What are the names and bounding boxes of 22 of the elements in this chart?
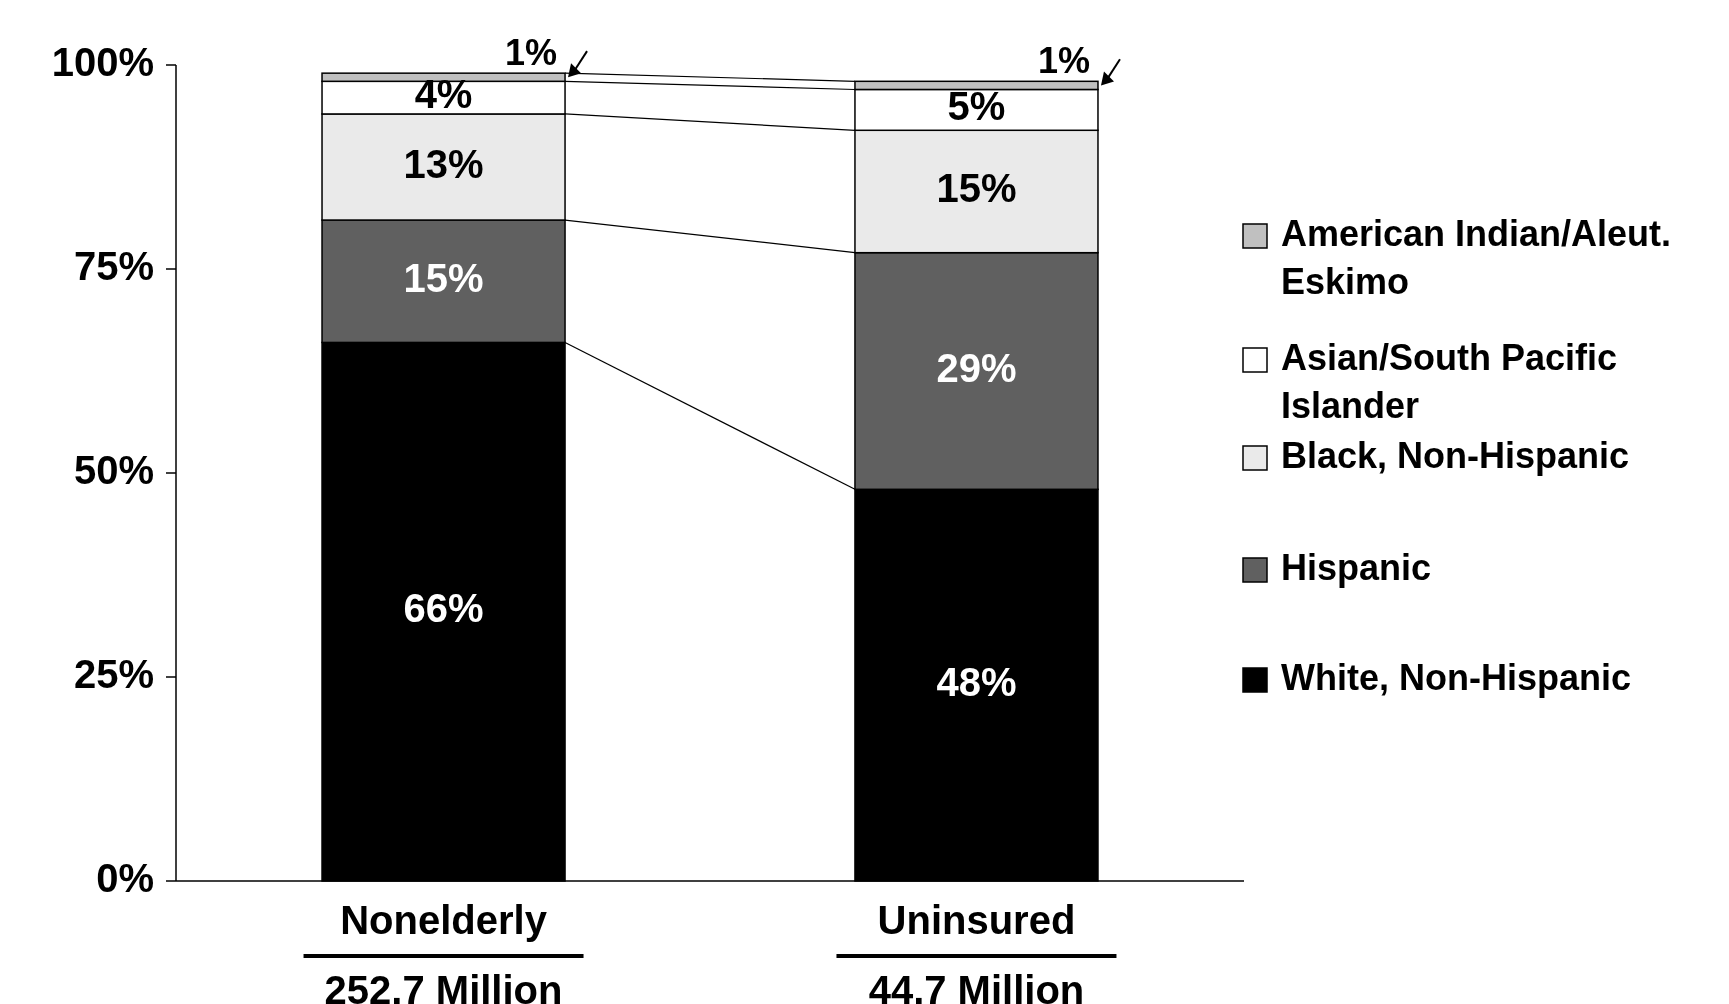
data-label: 66% [403,586,484,631]
y-tick-label: 25% [73,651,154,696]
legend-label: Black, Non-Hispanic [1281,434,1630,476]
y-tick-label: 0% [96,855,154,900]
data-label: 13% [403,141,484,186]
data-label: 15% [936,166,1017,211]
data-label: 4% [414,72,473,117]
data-label: 15% [403,255,484,300]
data-label: 5% [947,84,1006,129]
data-label: 29% [936,345,1017,390]
x-tick-label: Uninsured 44.7 Million [868,897,1085,1004]
legend-label: Asian/South Pacific Islander [1281,336,1618,426]
data-label: 1% [1037,40,1091,82]
y-tick-label: 100% [51,39,154,84]
data-label: 1% [505,32,558,74]
legend-label: American Indian/Aleut. Eskimo [1281,212,1672,302]
data-label: 48% [936,659,1017,704]
legend-label: Hispanic [1281,546,1432,588]
x-tick-label: Nonelderly 252.7 Million [324,897,563,1004]
y-tick-label: 75% [73,243,154,288]
legend-label: White, Non-Hispanic [1281,656,1631,698]
y-tick-label: 50% [73,447,154,492]
